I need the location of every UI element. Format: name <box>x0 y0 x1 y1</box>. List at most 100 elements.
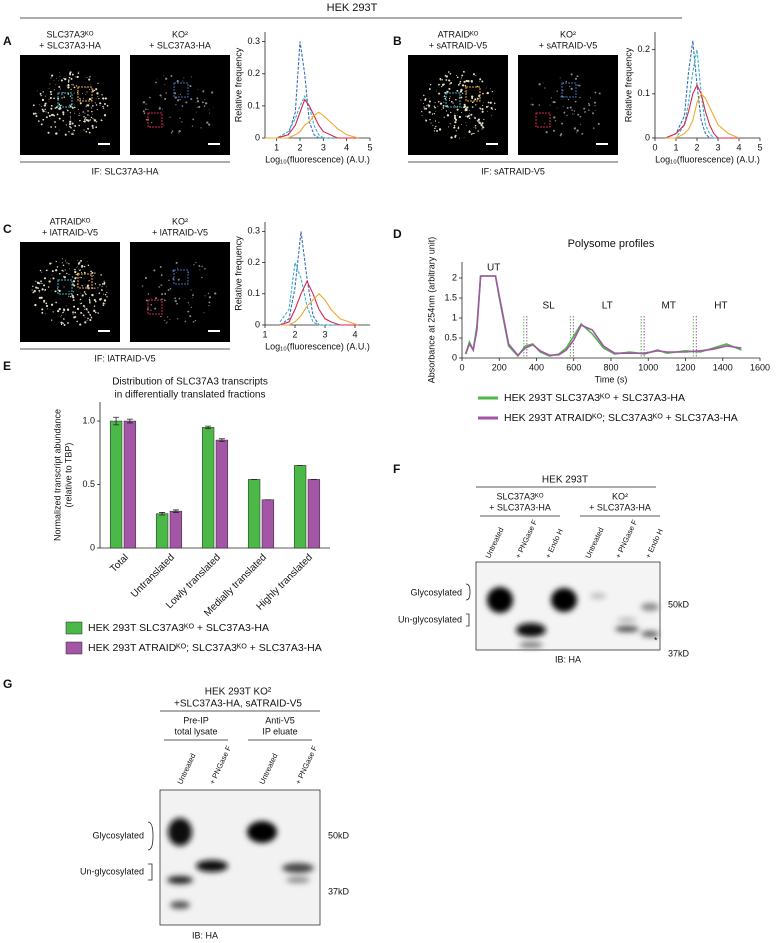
image-label: + lATRAID-V5 <box>152 227 208 237</box>
speck <box>96 98 97 100</box>
speck <box>476 97 479 100</box>
speck <box>84 117 87 119</box>
speck <box>87 311 90 313</box>
x-tick-label: 3 <box>715 142 720 152</box>
speck <box>464 84 467 87</box>
blot-header: HEK 293T KO² <box>205 687 272 698</box>
speck <box>427 103 429 105</box>
speck <box>57 309 60 313</box>
speck <box>47 131 50 134</box>
legend-label: HEK 293T SLC37A3ᴷᴼ + SLC37A3-HA <box>88 622 269 634</box>
speck <box>47 308 49 310</box>
speck <box>86 104 90 107</box>
speck <box>588 104 591 107</box>
speck <box>179 278 180 280</box>
speck <box>94 311 97 314</box>
speck <box>187 310 190 313</box>
speck <box>463 80 466 83</box>
speck <box>43 104 46 107</box>
speck <box>463 71 465 73</box>
speck <box>471 101 474 104</box>
error-bar <box>218 438 225 442</box>
x-tick-label: 0 <box>459 362 464 372</box>
speck <box>39 269 42 272</box>
speck <box>577 113 580 116</box>
speck <box>475 74 477 76</box>
speck <box>421 110 423 113</box>
speck <box>470 79 473 83</box>
speck <box>103 282 106 284</box>
speck <box>78 261 81 264</box>
speck <box>164 319 166 321</box>
speck <box>99 284 101 286</box>
speck <box>93 119 97 122</box>
speck <box>89 102 90 104</box>
speck <box>155 81 157 84</box>
speck <box>166 316 169 318</box>
x-tick-label: 1 <box>262 329 267 339</box>
speck <box>437 101 440 103</box>
speck <box>473 132 475 135</box>
speck <box>452 119 454 121</box>
speck <box>53 89 55 91</box>
roi-box <box>445 92 461 108</box>
speck <box>479 122 482 125</box>
speck <box>88 115 90 117</box>
speck <box>481 128 483 130</box>
speck <box>89 300 91 302</box>
speck <box>201 265 203 268</box>
speck <box>455 99 457 101</box>
speck <box>73 86 76 89</box>
speck <box>51 290 52 292</box>
speck <box>150 309 152 311</box>
speck <box>44 108 46 111</box>
speck <box>75 85 78 87</box>
speck <box>35 280 37 282</box>
lane-label: + PNGase F <box>293 744 319 786</box>
speck <box>45 116 48 119</box>
panel-letter: A <box>3 34 12 48</box>
speck <box>60 323 63 325</box>
speck <box>57 287 58 289</box>
speck <box>490 88 491 90</box>
speck <box>438 92 441 95</box>
speck <box>82 314 85 317</box>
speck <box>429 83 432 86</box>
size-marker: 37kD <box>668 648 690 658</box>
lane-label: Untreated <box>483 526 505 560</box>
band-label: Un-glycosylated <box>398 614 462 624</box>
speck <box>179 93 182 96</box>
speck <box>451 100 453 103</box>
speck <box>449 99 451 101</box>
speck <box>103 280 105 282</box>
speck <box>80 277 82 279</box>
speck <box>434 127 436 129</box>
speck <box>83 271 86 274</box>
speck <box>145 103 147 105</box>
speck <box>592 127 595 129</box>
speck <box>69 125 71 128</box>
speck <box>41 108 44 111</box>
speck <box>569 106 572 109</box>
speck <box>461 76 463 78</box>
speck <box>89 313 91 316</box>
y-tick-label: 0.3 <box>247 226 260 236</box>
speck <box>142 110 145 113</box>
chart-title: in differentially translated fractions <box>114 390 265 401</box>
speck <box>40 296 43 299</box>
speck <box>573 127 577 130</box>
speck <box>462 92 464 94</box>
speck <box>438 83 440 86</box>
speck <box>59 105 61 107</box>
speck <box>566 114 568 117</box>
speck <box>94 287 96 289</box>
speck <box>103 293 105 295</box>
speck <box>97 287 99 289</box>
y-tick-label: 0.3 <box>247 36 260 46</box>
image-label: ATRAIDᴷᴼ <box>438 29 479 39</box>
speck <box>425 119 428 122</box>
speck <box>465 108 468 112</box>
speck <box>94 299 96 301</box>
speck <box>41 288 44 291</box>
speck <box>487 105 489 107</box>
